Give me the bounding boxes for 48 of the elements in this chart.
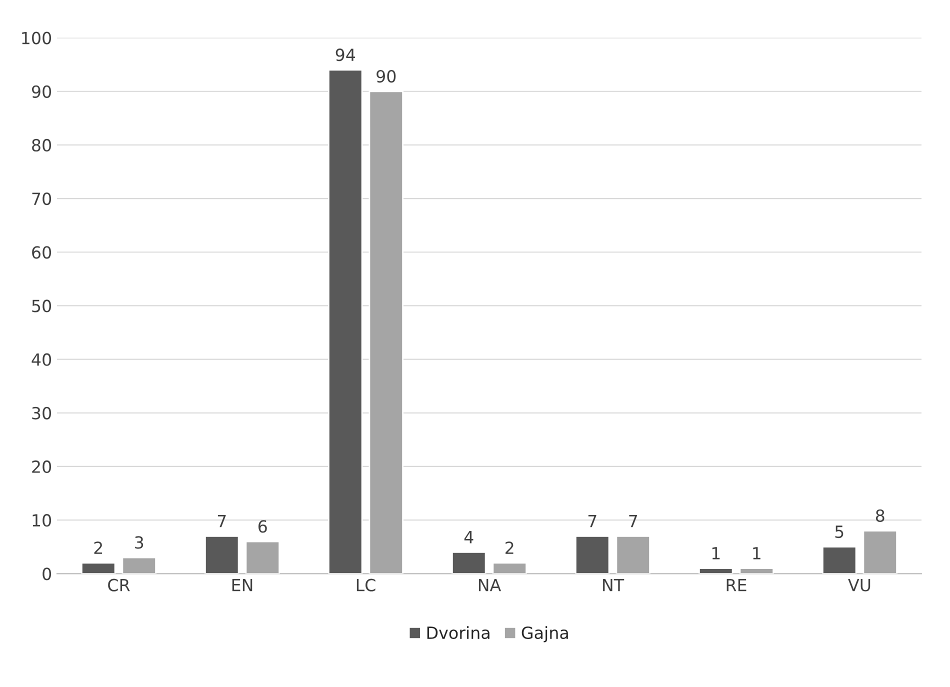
- bar: [81, 562, 116, 574]
- data-label: 5: [835, 526, 844, 538]
- x-tick-label: RE: [726, 579, 746, 592]
- data-label: 2: [506, 542, 514, 554]
- data-label: 6: [258, 520, 267, 533]
- y-tick-label: 0: [42, 568, 52, 580]
- y-tick-label: 60: [32, 246, 52, 259]
- bar: [328, 69, 363, 574]
- bar: [492, 562, 527, 574]
- bar: [122, 556, 156, 574]
- bar: [368, 90, 404, 574]
- data-label: 4: [464, 531, 474, 544]
- y-tick-label: 90: [32, 85, 52, 98]
- data-label: 7: [588, 514, 596, 528]
- y-tick-label: 100: [22, 32, 52, 44]
- data-label: 2: [94, 542, 102, 554]
- y-tick-label: 30: [32, 406, 52, 420]
- bar: [616, 535, 650, 574]
- data-label: 7: [629, 514, 638, 528]
- x-tick-label: LC: [356, 578, 376, 592]
- bar: [575, 535, 610, 574]
- x-tick-label: NT: [603, 579, 624, 592]
- x-tick-label: VU: [848, 579, 870, 592]
- data-label: 3: [135, 536, 144, 549]
- data-label: 90: [376, 70, 396, 83]
- y-tick-label: 20: [32, 460, 52, 474]
- y-tick-label: 80: [32, 138, 52, 152]
- x-tick-label: CR: [108, 578, 130, 592]
- data-label: 7: [218, 514, 226, 528]
- y-tick-label: 40: [32, 353, 52, 366]
- bar: [862, 530, 898, 574]
- y-tick-label: 50: [32, 300, 52, 312]
- bar: [822, 546, 857, 574]
- bar: [452, 552, 486, 574]
- data-label: 8: [876, 509, 884, 522]
- bar: [698, 568, 734, 574]
- data-label: 1: [712, 547, 720, 560]
- data-label: 1: [753, 547, 760, 560]
- bar: [245, 540, 280, 574]
- legend-label: Gajna: [522, 626, 568, 642]
- y-tick-label: 10: [32, 514, 52, 527]
- bar: [204, 535, 240, 574]
- x-tick-label: EN: [232, 579, 252, 592]
- y-tick-label: 70: [32, 192, 52, 206]
- data-label: 94: [336, 48, 356, 62]
- legend-label: Dvorina: [427, 626, 490, 640]
- x-tick-label: NA: [478, 579, 502, 592]
- bar: [739, 568, 774, 574]
